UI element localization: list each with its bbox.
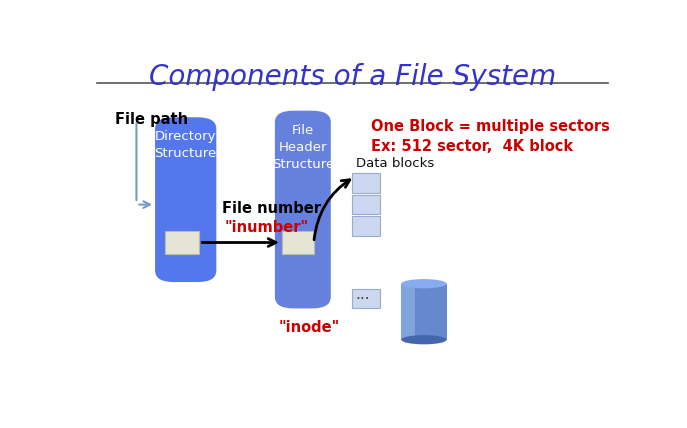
Text: Components of a File System: Components of a File System [148, 63, 556, 91]
FancyBboxPatch shape [352, 195, 380, 214]
FancyBboxPatch shape [352, 288, 380, 309]
Bar [401, 284, 447, 340]
Text: "inumber": "inumber" [225, 220, 308, 235]
FancyBboxPatch shape [352, 173, 380, 193]
Text: File number: File number [222, 201, 321, 216]
FancyBboxPatch shape [165, 231, 199, 254]
Text: File path: File path [115, 112, 188, 127]
Text: "inode": "inode" [279, 320, 340, 335]
FancyBboxPatch shape [155, 117, 216, 282]
Text: ...: ... [355, 287, 370, 302]
Text: Data blocks: Data blocks [357, 157, 435, 170]
Bar [401, 284, 415, 340]
Text: Directory
Structure: Directory Structure [155, 131, 217, 160]
FancyBboxPatch shape [282, 231, 314, 254]
FancyBboxPatch shape [275, 111, 331, 309]
Text: One Block = multiple sectors: One Block = multiple sectors [371, 119, 609, 134]
Ellipse shape [401, 335, 447, 345]
Text: File
Header
Structure: File Header Structure [272, 124, 334, 171]
Text: Ex: 512 sector,  4K block: Ex: 512 sector, 4K block [371, 139, 573, 154]
FancyBboxPatch shape [352, 216, 380, 236]
Ellipse shape [401, 279, 447, 288]
